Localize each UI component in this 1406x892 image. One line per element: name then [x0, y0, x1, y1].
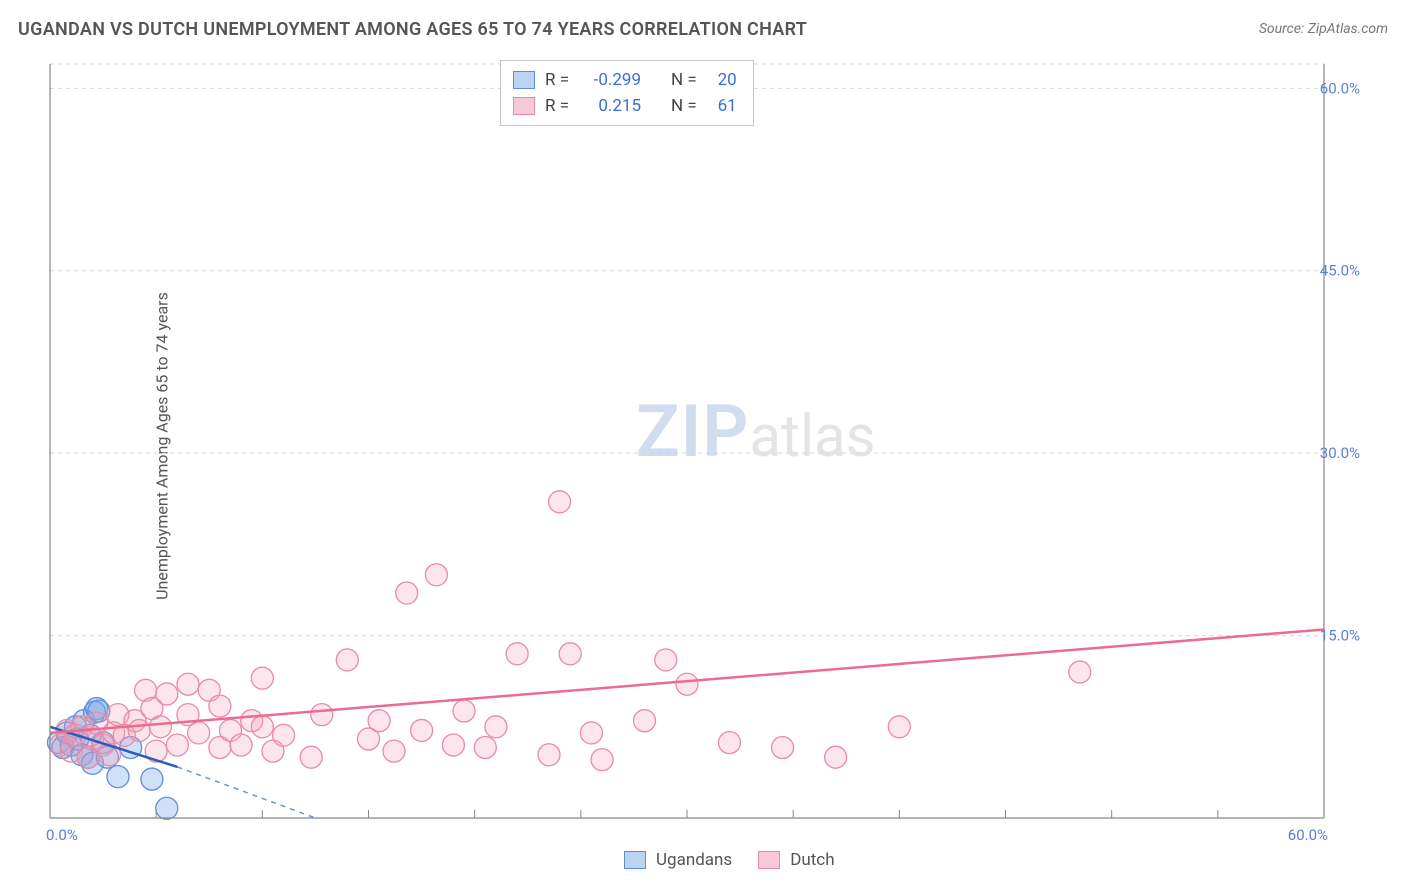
correlation-legend: R =-0.299N =20R =0.215N =61: [500, 60, 754, 126]
legend-row-ugandans: R =-0.299N =20: [513, 67, 737, 93]
data-point: [825, 746, 847, 768]
chart-title: UGANDAN VS DUTCH UNEMPLOYMENT AMONG AGES…: [18, 19, 807, 40]
data-point: [368, 710, 390, 732]
plot-svg: ZIPatlas 0.0% 60.0% 15.0% 30.0% 45.0% 60.0%: [44, 58, 1364, 844]
svg-text:0.0%: 0.0%: [46, 826, 78, 844]
data-point: [676, 673, 698, 695]
scatter-plot: ZIPatlas 0.0% 60.0% 15.0% 30.0% 45.0% 60.0%: [44, 58, 1364, 844]
data-point: [772, 736, 794, 758]
svg-text:60.0%: 60.0%: [1320, 79, 1360, 97]
data-point: [453, 700, 475, 722]
legend-swatch: [513, 97, 535, 115]
legend-swatch: [624, 851, 646, 869]
trend-line-ugandans-extrapolated: [177, 767, 315, 818]
chart-header: UGANDAN VS DUTCH UNEMPLOYMENT AMONG AGES…: [0, 0, 1406, 48]
data-point: [156, 683, 178, 705]
series-legend: Ugandans Dutch: [624, 850, 835, 870]
legend-label: Ugandans: [656, 850, 732, 870]
data-point: [149, 716, 171, 738]
data-point: [474, 736, 496, 758]
data-point: [336, 649, 358, 671]
data-point: [177, 673, 199, 695]
chart-source: Source: ZipAtlas.com: [1259, 21, 1388, 37]
data-point: [442, 734, 464, 756]
data-point: [580, 722, 602, 744]
svg-text:15.0%: 15.0%: [1320, 627, 1360, 645]
data-point: [425, 564, 447, 586]
data-point: [718, 732, 740, 754]
data-point: [273, 724, 295, 746]
data-point: [396, 582, 418, 604]
data-point: [549, 491, 571, 513]
legend-row-dutch: R =0.215N =61: [513, 93, 737, 119]
data-point: [411, 719, 433, 741]
data-point: [485, 716, 507, 738]
legend-swatch: [758, 851, 780, 869]
legend-swatch: [513, 71, 535, 89]
data-point: [300, 746, 322, 768]
data-point: [506, 643, 528, 665]
data-point: [128, 719, 150, 741]
svg-text:60.0%: 60.0%: [1288, 826, 1328, 844]
data-point: [209, 695, 231, 717]
data-point: [888, 716, 910, 738]
svg-text:30.0%: 30.0%: [1320, 444, 1360, 462]
data-point: [634, 710, 656, 732]
data-point: [591, 749, 613, 771]
data-point: [141, 768, 163, 790]
data-point: [251, 716, 273, 738]
data-point: [107, 766, 129, 788]
data-point: [538, 744, 560, 766]
data-point: [166, 734, 188, 756]
data-point: [1069, 661, 1091, 683]
trend-line-dutch: [50, 630, 1324, 733]
legend-label: Dutch: [790, 850, 834, 870]
data-point: [251, 667, 273, 689]
data-point: [559, 643, 581, 665]
data-point: [156, 797, 178, 819]
data-point: [655, 649, 677, 671]
legend-item-ugandans: Ugandans: [624, 850, 732, 870]
data-point: [230, 734, 252, 756]
svg-text:ZIPatlas: ZIPatlas: [636, 389, 876, 474]
legend-item-dutch: Dutch: [758, 850, 834, 870]
svg-text:45.0%: 45.0%: [1320, 262, 1360, 280]
data-point: [383, 740, 405, 762]
data-point: [188, 722, 210, 744]
data-point: [311, 704, 333, 726]
